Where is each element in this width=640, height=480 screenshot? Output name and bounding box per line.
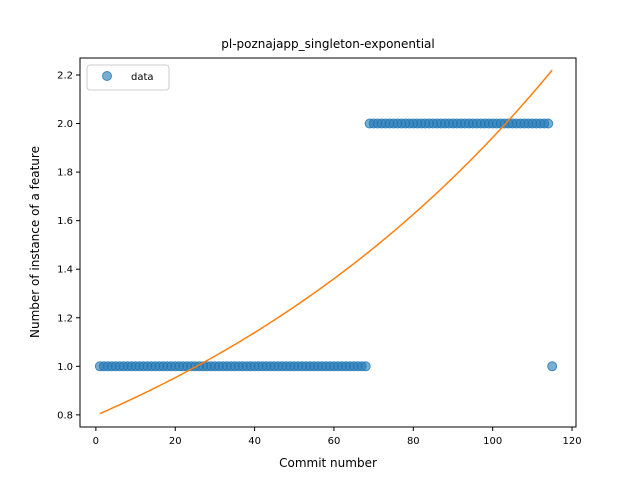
x-tick-label: 60 (328, 436, 341, 447)
chart-title: pl-poznajapp_singleton-exponential (221, 37, 434, 51)
x-tick-label: 20 (169, 436, 182, 447)
data-point (547, 361, 558, 372)
y-tick-label: 1.6 (57, 216, 73, 227)
x-tick-label: 40 (248, 436, 261, 447)
axes-frame (79, 57, 577, 428)
y-tick-label: 1.0 (57, 362, 73, 373)
y-axis-label: Number of instance of a feature (28, 146, 42, 338)
y-tick-label: 2.0 (57, 119, 73, 130)
legend-label-data: data (131, 72, 154, 83)
y-axis: 0.8 1.0 1.2 1.4 1.6 1.8 2.0 2.2 (57, 70, 80, 421)
x-tick-label: 80 (407, 436, 420, 447)
legend: data (86, 64, 170, 91)
fit-line (99, 69, 553, 415)
x-axis-label: Commit number (279, 456, 377, 470)
x-tick-label: 0 (93, 436, 99, 447)
data-point (360, 361, 371, 372)
plot-area (94, 69, 558, 415)
legend-marker-data (102, 71, 112, 81)
data-point (543, 118, 554, 129)
y-tick-label: 0.8 (57, 410, 73, 421)
y-tick-label: 2.2 (57, 70, 73, 81)
x-axis: 0 20 40 60 80 100 120 (93, 427, 582, 447)
y-tick-label: 1.2 (57, 313, 73, 324)
y-tick-label: 1.8 (57, 168, 73, 179)
x-tick-label: 120 (562, 436, 581, 447)
x-tick-label: 100 (483, 436, 502, 447)
y-tick-label: 1.4 (57, 265, 73, 276)
legend-box (86, 64, 170, 91)
